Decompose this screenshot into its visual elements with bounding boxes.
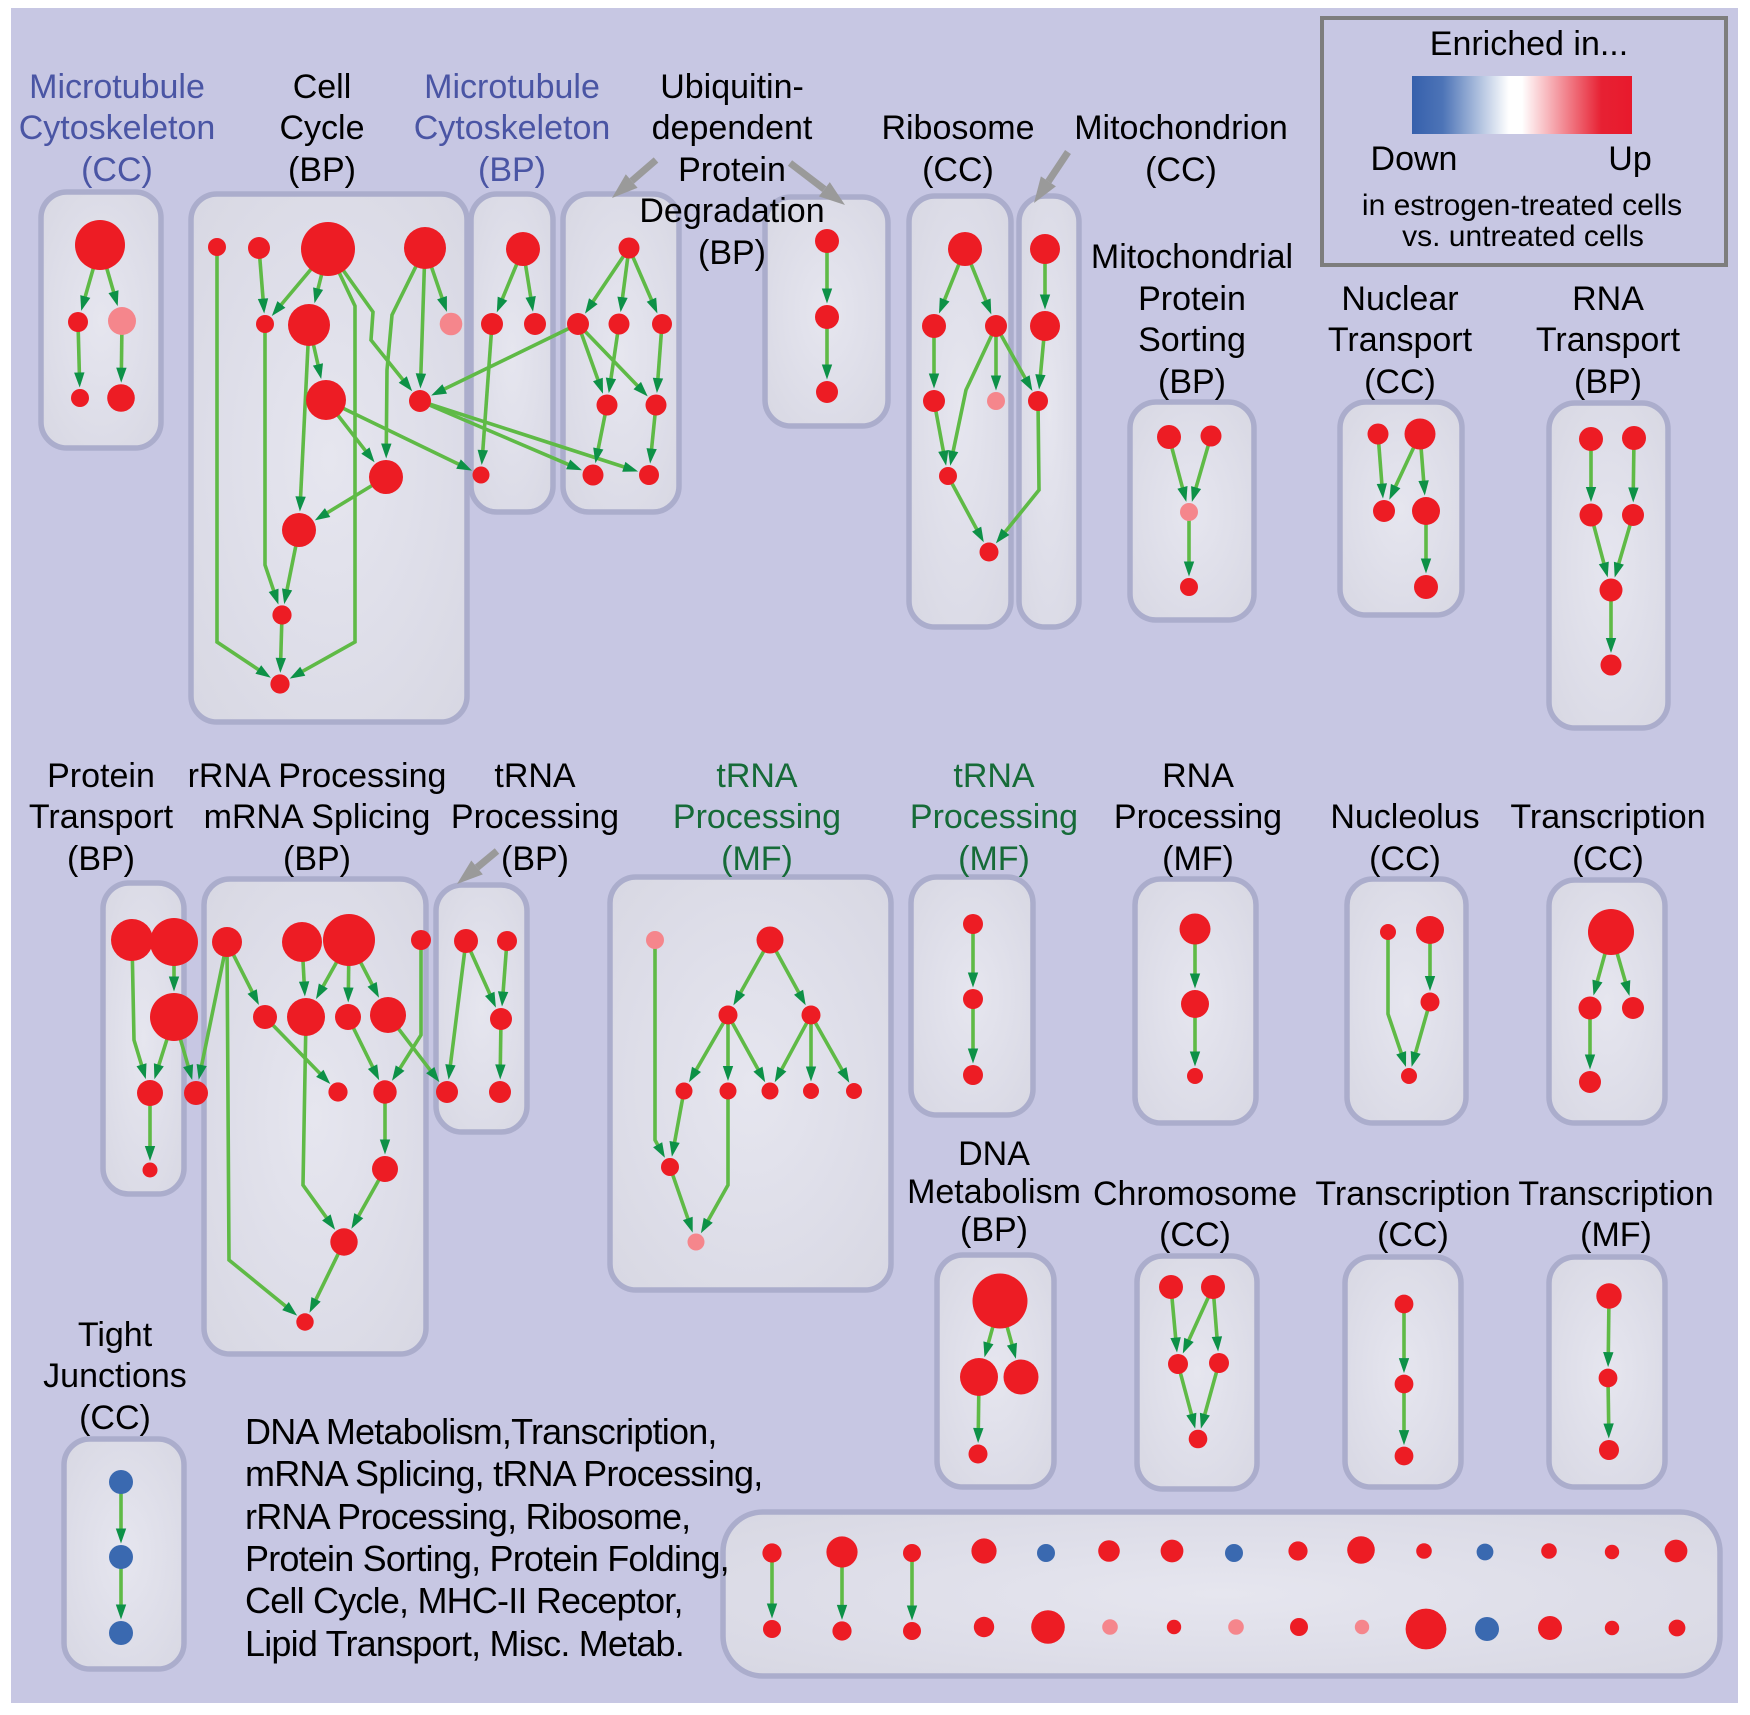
svg-text:(MF): (MF) [1162, 840, 1234, 878]
svg-text:Transport: Transport [29, 798, 174, 836]
svg-text:tRNA: tRNA [494, 757, 576, 795]
svg-text:Junctions: Junctions [43, 1357, 187, 1395]
svg-text:(CC): (CC) [1364, 363, 1436, 401]
svg-text:Microtubule: Microtubule [29, 68, 205, 106]
svg-text:Transcription: Transcription [1315, 1175, 1510, 1213]
svg-text:Ribosome: Ribosome [881, 109, 1034, 147]
svg-text:mRNA Splicing: mRNA Splicing [204, 798, 431, 836]
svg-text:(BP): (BP) [698, 234, 766, 272]
svg-text:rRNA Processing, Ribosome,: rRNA Processing, Ribosome, [245, 1496, 690, 1537]
svg-text:(CC): (CC) [1572, 840, 1644, 878]
svg-text:(BP): (BP) [960, 1211, 1028, 1249]
svg-text:rRNA Processing: rRNA Processing [188, 757, 447, 795]
svg-text:Processing: Processing [673, 798, 841, 836]
svg-text:(CC): (CC) [922, 151, 994, 189]
svg-text:tRNA: tRNA [716, 757, 798, 795]
svg-text:Degradation: Degradation [639, 192, 824, 230]
svg-text:Protein: Protein [1138, 280, 1246, 318]
svg-text:Down: Down [1371, 140, 1458, 178]
svg-text:(CC): (CC) [1159, 1216, 1231, 1254]
svg-text:Sorting: Sorting [1138, 321, 1246, 359]
svg-text:Cell Cycle, MHC-II Receptor,: Cell Cycle, MHC-II Receptor, [245, 1580, 683, 1621]
svg-text:mRNA Splicing, tRNA Processing: mRNA Splicing, tRNA Processing, [245, 1453, 762, 1494]
svg-text:Cycle: Cycle [279, 109, 364, 147]
svg-text:(BP): (BP) [288, 151, 356, 189]
svg-text:Processing: Processing [1114, 798, 1282, 836]
svg-text:Transcription: Transcription [1510, 798, 1705, 836]
svg-text:Processing: Processing [910, 798, 1078, 836]
svg-text:(MF): (MF) [721, 840, 793, 878]
svg-text:(BP): (BP) [283, 840, 351, 878]
svg-text:Mitochondrion: Mitochondrion [1074, 109, 1288, 147]
svg-text:(BP): (BP) [1158, 363, 1226, 401]
svg-text:Cell: Cell [293, 68, 352, 106]
svg-text:(BP): (BP) [67, 840, 135, 878]
svg-text:Mitochondrial: Mitochondrial [1091, 238, 1293, 276]
svg-text:in estrogen-treated cells: in estrogen-treated cells [1362, 189, 1682, 222]
svg-text:Protein: Protein [47, 757, 155, 795]
svg-text:Protein: Protein [678, 151, 786, 189]
svg-text:Microtubule: Microtubule [424, 68, 600, 106]
svg-text:Transport: Transport [1536, 321, 1681, 359]
svg-text:tRNA: tRNA [953, 757, 1035, 795]
svg-text:Up: Up [1608, 140, 1651, 178]
svg-text:Lipid Transport, Misc. Metab.: Lipid Transport, Misc. Metab. [245, 1623, 684, 1664]
svg-text:Ubiquitin-: Ubiquitin- [660, 68, 804, 106]
svg-text:(MF): (MF) [958, 840, 1030, 878]
svg-text:Nucleolus: Nucleolus [1330, 798, 1479, 836]
svg-text:(BP): (BP) [478, 151, 546, 189]
svg-text:Enriched in...: Enriched in... [1430, 25, 1628, 63]
svg-text:dependent: dependent [652, 109, 813, 147]
svg-text:(CC): (CC) [1377, 1216, 1449, 1254]
svg-text:Processing: Processing [451, 798, 619, 836]
svg-text:Transcription: Transcription [1518, 1175, 1713, 1213]
svg-text:Metabolism: Metabolism [907, 1173, 1081, 1211]
svg-text:Cytoskeleton: Cytoskeleton [19, 109, 216, 147]
svg-text:RNA: RNA [1162, 757, 1234, 795]
svg-text:Tight: Tight [78, 1316, 153, 1354]
svg-text:(MF): (MF) [1580, 1216, 1652, 1254]
svg-text:(BP): (BP) [501, 840, 569, 878]
svg-text:(CC): (CC) [1369, 840, 1441, 878]
svg-text:DNA: DNA [958, 1135, 1030, 1173]
svg-text:Chromosome: Chromosome [1093, 1175, 1297, 1213]
svg-text:vs. untreated cells: vs. untreated cells [1402, 220, 1644, 253]
svg-text:Cytoskeleton: Cytoskeleton [414, 109, 611, 147]
svg-text:(CC): (CC) [79, 1399, 151, 1437]
svg-text:Nuclear: Nuclear [1341, 280, 1458, 318]
svg-text:(CC): (CC) [1145, 151, 1217, 189]
svg-text:(BP): (BP) [1574, 363, 1642, 401]
svg-text:Transport: Transport [1328, 321, 1473, 359]
svg-text:(CC): (CC) [81, 151, 153, 189]
svg-text:RNA: RNA [1572, 280, 1644, 318]
svg-text:Protein Sorting, Protein Foldi: Protein Sorting, Protein Folding, [245, 1538, 729, 1579]
svg-text:DNA Metabolism,Transcription,: DNA Metabolism,Transcription, [245, 1411, 717, 1452]
